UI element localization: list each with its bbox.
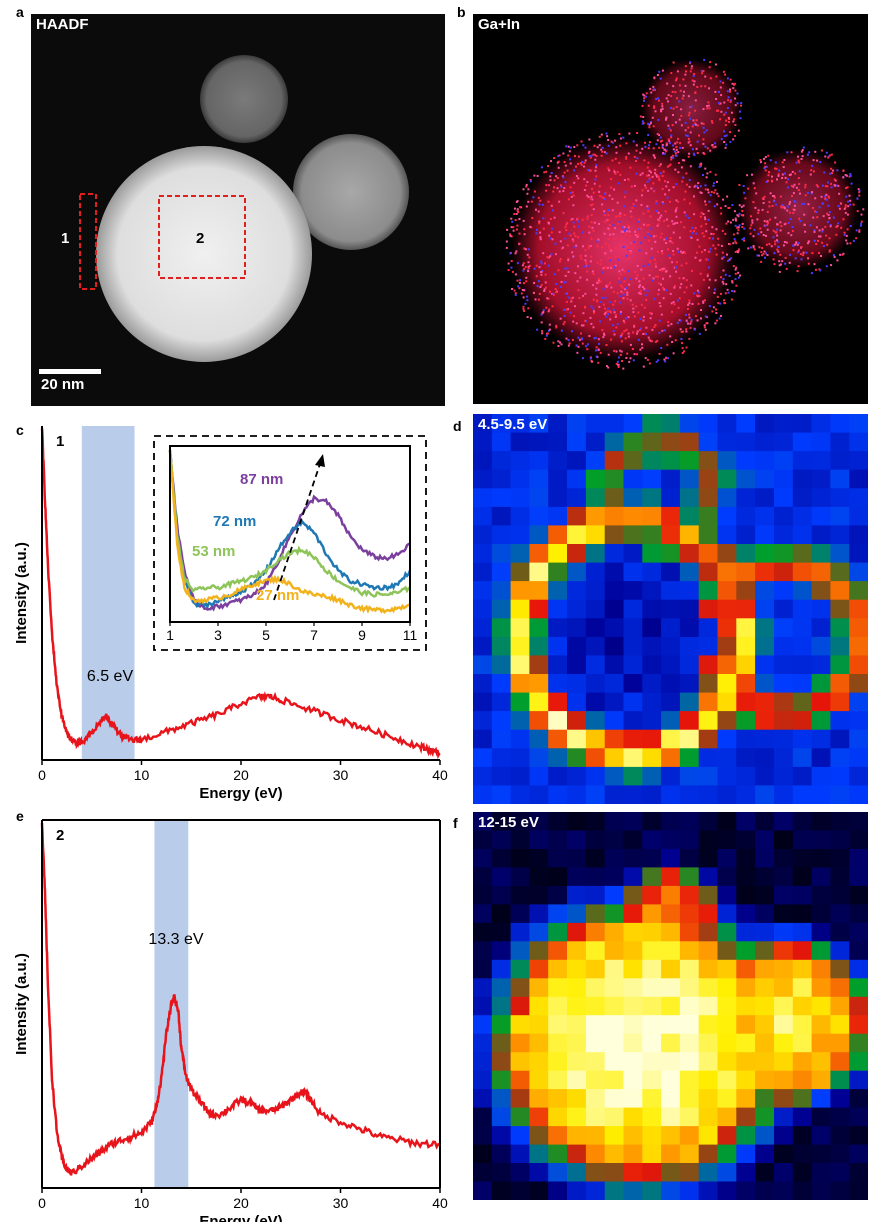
peak-annotation: 6.5 eV (87, 668, 134, 685)
panel-letter-f: f (453, 815, 458, 831)
haadf-svg (31, 14, 445, 406)
trend-arrow-head (315, 454, 325, 467)
x-tick-label: 10 (134, 767, 150, 783)
spectrum-chart-region-2: 0 10 20 30 40 Energy (eV) Intensity (a.u.) 2 13.… (13, 819, 448, 1222)
eels-map-12-15: 12-15 eV (473, 812, 868, 1200)
x-tick-label: 40 (432, 1195, 448, 1211)
map-f-label: 12-15 eV (478, 814, 539, 831)
region-label: 1 (56, 433, 64, 450)
x-tick-label: 10 (134, 1195, 150, 1211)
region-1-box (79, 193, 97, 290)
x-tick-label: 30 (333, 767, 349, 783)
inset-series-label: 53 nm (192, 543, 235, 560)
scalebar-label: 20 nm (41, 376, 85, 393)
inset-series-label: 27 nm (256, 587, 299, 604)
inset-x-tick-label: 7 (310, 627, 318, 643)
scalebar (39, 369, 101, 374)
ga-in-svg (473, 14, 868, 404)
x-tick-label: 0 (38, 1195, 46, 1211)
x-tick-label: 30 (333, 1195, 349, 1211)
peak-annotation: 13.3 eV (148, 931, 203, 948)
region-2-label: 2 (196, 230, 205, 247)
inset-series-label: 87 nm (240, 471, 283, 488)
ga-in-map: Ga+In (473, 14, 868, 404)
spectrum-line (40, 428, 441, 760)
region-1-label: 1 (61, 230, 70, 247)
region-2-box (158, 195, 246, 279)
inset-x-tick-label: 11 (403, 627, 418, 643)
map-d-label: 4.5-9.5 eV (478, 416, 548, 433)
inset-axes-box (169, 445, 411, 623)
spectrum-chart-region-1: 0 10 20 30 40 Energy (eV) Intensity (a.u.) 1 6.5… (13, 426, 448, 802)
panel-letter-e: e (16, 808, 24, 824)
spectrum-line (40, 822, 441, 1176)
eels-map-f-svg (473, 812, 868, 1200)
particle-large (96, 146, 312, 362)
particle-top (200, 55, 288, 143)
x-tick-label: 0 (38, 767, 46, 783)
inset-series-line (168, 449, 411, 612)
x-tick-label: 20 (233, 1195, 249, 1211)
inset-x-tick-label: 5 (262, 627, 270, 643)
ga-in-label: Ga+In (478, 16, 521, 33)
x-tick-label: 20 (233, 767, 249, 783)
panel-letter-b: b (457, 4, 466, 20)
region-label: 2 (56, 827, 64, 844)
eels-map-d-svg (473, 414, 868, 804)
panel-letter-a: a (16, 4, 24, 20)
inset-series-label: 72 nm (213, 513, 256, 530)
inset-series-line (168, 451, 411, 615)
x-axis-label: Energy (eV) (199, 1213, 282, 1222)
x-tick-label: 40 (432, 767, 448, 783)
inset-x-tick-label: 3 (214, 627, 222, 643)
haadf-label: HAADF (36, 16, 89, 33)
inset-series-line (168, 449, 411, 598)
trend-arrow (273, 463, 321, 601)
y-axis-label: Intensity (a.u.) (13, 542, 30, 644)
particle-right (293, 134, 409, 250)
panel-letter-d: d (453, 418, 462, 434)
y-axis-label: Intensity (a.u.) (13, 953, 30, 1055)
inset-frame (153, 435, 427, 651)
haadf-image: HAADF 1 2 20 nm (31, 14, 445, 406)
highlight-band (81, 426, 135, 760)
eels-map-4-5-9-5: 4.5-9.5 eV (473, 414, 868, 804)
inset-x-tick-label: 9 (358, 627, 366, 643)
panel-letter-c: c (16, 422, 24, 438)
inset-x-tick-label: 1 (166, 627, 174, 643)
x-axis-label: Energy (eV) (199, 785, 282, 802)
